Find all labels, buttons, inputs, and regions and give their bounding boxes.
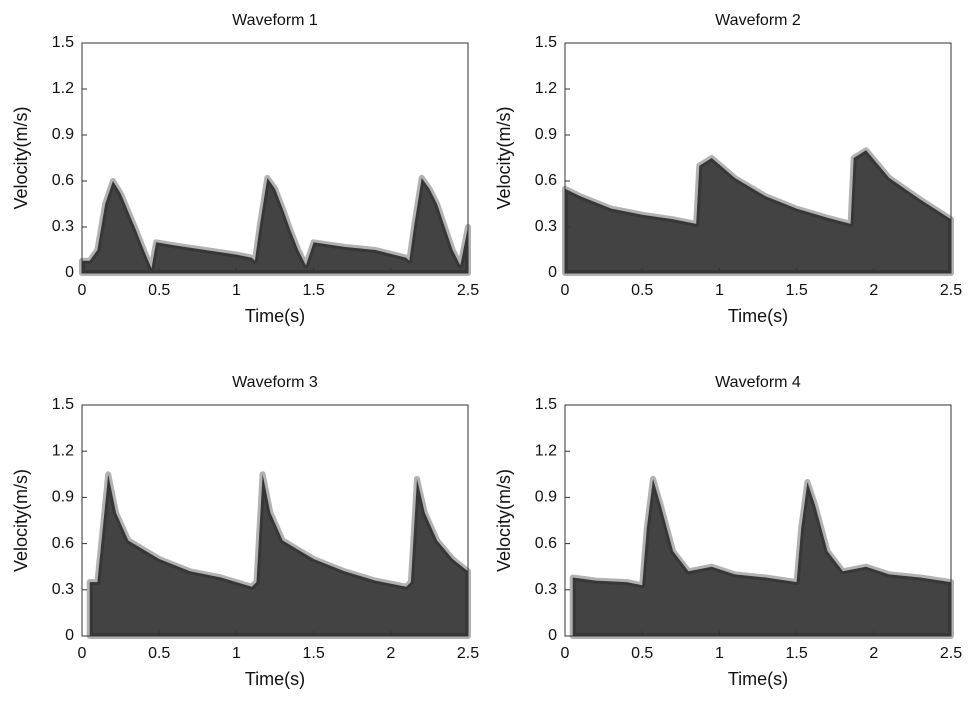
x-tick-label: 0 <box>561 282 570 299</box>
y-tick-label: 0.3 <box>52 218 74 235</box>
y-tick-label: 1.5 <box>52 34 74 51</box>
y-tick-label: 1.2 <box>535 442 557 459</box>
x-tick-label: 2 <box>386 282 395 299</box>
y-tick-label: 0 <box>548 627 557 644</box>
x-tick-label: 2 <box>869 645 878 662</box>
subplot-title: Waveform 4 <box>715 374 801 391</box>
y-tick-label: 0.3 <box>535 218 557 235</box>
y-tick-label: 0.6 <box>535 535 557 552</box>
x-axis-label: Time(s) <box>245 669 305 689</box>
subplot-title: Waveform 2 <box>715 12 801 29</box>
velocity-area <box>562 147 954 276</box>
y-tick-label: 1.5 <box>52 396 74 413</box>
y-tick-label: 0 <box>65 627 74 644</box>
y-axis-label: Velocity(m/s) <box>11 106 31 209</box>
y-tick-label: 0.3 <box>535 581 557 598</box>
y-tick-label: 0.9 <box>52 489 74 506</box>
axes-box <box>564 404 952 637</box>
y-tick-label: 0 <box>65 264 74 281</box>
x-tick-label: 1.5 <box>785 282 807 299</box>
y-tick-label: 1.5 <box>535 34 557 51</box>
axes-box <box>564 42 952 274</box>
velocity-area <box>79 174 471 276</box>
y-axis-label: Velocity(m/s) <box>494 106 514 209</box>
axes-box <box>81 42 469 274</box>
x-tick-label: 1.5 <box>785 645 807 662</box>
y-tick-label: 0.6 <box>52 535 74 552</box>
y-tick-label: 0.9 <box>535 489 557 506</box>
x-tick-label: 1 <box>715 645 724 662</box>
x-tick-label: 0.5 <box>148 645 170 662</box>
y-tick-label: 0.6 <box>535 172 557 189</box>
subplot-title: Waveform 1 <box>232 12 318 29</box>
velocity-area <box>569 475 954 639</box>
x-tick-label: 0.5 <box>631 645 653 662</box>
x-tick-label: 1 <box>232 282 241 299</box>
x-tick-label: 0.5 <box>148 282 170 299</box>
x-tick-label: 2.5 <box>457 282 479 299</box>
x-tick-label: 2.5 <box>940 645 962 662</box>
x-axis-label: Time(s) <box>245 306 305 326</box>
y-tick-label: 1.2 <box>52 442 74 459</box>
x-tick-label: 2 <box>869 282 878 299</box>
axes-box <box>81 404 469 637</box>
x-tick-label: 2 <box>386 645 395 662</box>
x-tick-label: 0 <box>78 645 87 662</box>
x-tick-label: 1 <box>715 282 724 299</box>
x-axis-label: Time(s) <box>728 306 788 326</box>
x-tick-label: 1.5 <box>302 645 324 662</box>
y-tick-label: 0 <box>548 264 557 281</box>
y-tick-label: 0.9 <box>52 126 74 143</box>
y-tick-label: 1.2 <box>52 80 74 97</box>
y-tick-label: 1.2 <box>535 80 557 97</box>
velocity-area <box>86 471 471 639</box>
y-tick-label: 1.5 <box>535 396 557 413</box>
y-axis-label: Velocity(m/s) <box>11 469 31 572</box>
subplot-title: Waveform 3 <box>232 374 318 391</box>
y-tick-label: 0.9 <box>535 126 557 143</box>
x-tick-label: 2.5 <box>940 282 962 299</box>
x-tick-label: 0 <box>78 282 87 299</box>
x-tick-label: 1 <box>232 645 241 662</box>
y-tick-label: 0.3 <box>52 581 74 598</box>
x-tick-label: 1.5 <box>302 282 324 299</box>
x-tick-label: 0.5 <box>631 282 653 299</box>
y-tick-label: 0.6 <box>52 172 74 189</box>
x-axis-label: Time(s) <box>728 669 788 689</box>
y-axis-label: Velocity(m/s) <box>494 469 514 572</box>
x-tick-label: 0 <box>561 645 570 662</box>
x-tick-label: 2.5 <box>457 645 479 662</box>
